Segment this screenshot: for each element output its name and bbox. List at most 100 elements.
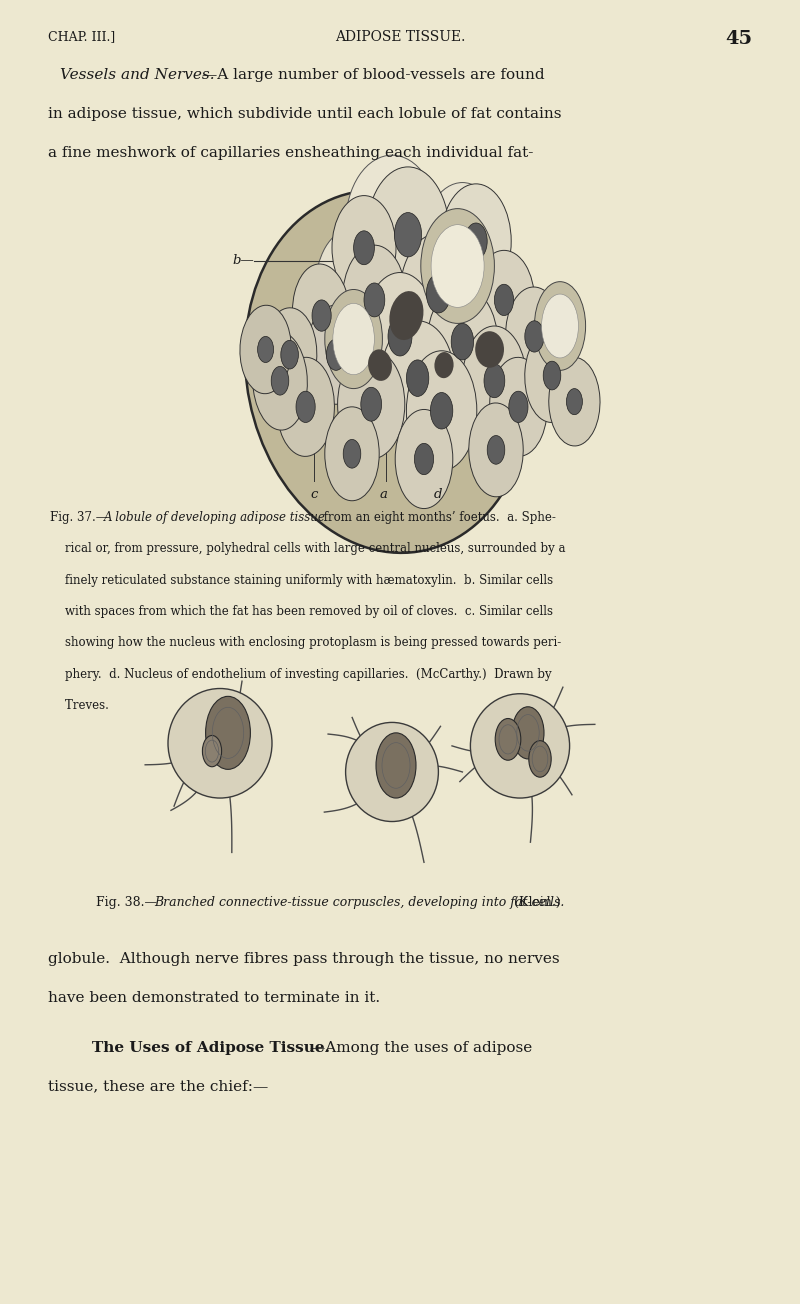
Ellipse shape [368,349,392,381]
Ellipse shape [394,213,422,257]
Ellipse shape [325,289,382,389]
Ellipse shape [325,407,379,501]
Text: a: a [379,488,387,501]
Text: with spaces from which the fat has been removed by oil of cloves.  c. Similar ce: with spaces from which the fat has been … [50,605,553,618]
Ellipse shape [277,357,334,456]
Text: Vessels and Nerves.: Vessels and Nerves. [60,68,214,82]
Ellipse shape [434,352,454,378]
Ellipse shape [271,366,289,395]
Circle shape [202,735,222,767]
Text: 45: 45 [725,30,752,48]
Ellipse shape [240,305,291,394]
Text: CHAP. III.]: CHAP. III.] [48,30,115,43]
Ellipse shape [293,263,350,368]
Ellipse shape [542,295,578,357]
Ellipse shape [253,331,307,430]
Ellipse shape [475,331,504,368]
Ellipse shape [462,326,526,436]
Ellipse shape [366,167,450,303]
Text: from an eight months’ foetus.  a. Sphe-: from an eight months’ foetus. a. Sphe- [320,511,556,524]
Ellipse shape [470,694,570,798]
Ellipse shape [534,282,586,370]
Text: c: c [310,488,318,501]
Ellipse shape [354,231,374,265]
Circle shape [206,696,250,769]
Ellipse shape [306,305,366,404]
Ellipse shape [346,155,438,293]
Ellipse shape [258,336,274,363]
Text: ADIPOSE TISSUE.: ADIPOSE TISSUE. [335,30,465,44]
Text: Fig. 37.—: Fig. 37.— [50,511,107,524]
Ellipse shape [427,287,498,396]
Ellipse shape [406,360,429,396]
Ellipse shape [387,282,429,344]
Text: showing how the nucleus with enclosing protoplasm is being pressed towards peri-: showing how the nucleus with enclosing p… [50,636,561,649]
Text: globule.  Although nerve fibres pass through the tissue, no nerves: globule. Although nerve fibres pass thro… [48,952,560,966]
Ellipse shape [342,245,406,355]
Circle shape [529,741,551,777]
Ellipse shape [426,274,450,313]
Text: —A large number of blood-vessels are found: —A large number of blood-vessels are fou… [202,68,545,82]
Text: b—: b— [232,254,254,267]
Ellipse shape [494,284,514,316]
Ellipse shape [281,340,298,369]
Text: The Uses of Adipose Tissue.: The Uses of Adipose Tissue. [92,1041,330,1055]
Text: tissue, these are the chief:—: tissue, these are the chief:— [48,1080,268,1094]
Ellipse shape [390,291,423,340]
Ellipse shape [333,304,374,374]
Text: in adipose tissue, which subdivide until each lobule of fat contains: in adipose tissue, which subdivide until… [48,107,562,121]
Ellipse shape [312,300,331,331]
Text: A lobule of developing adipose tissue: A lobule of developing adipose tissue [104,511,326,524]
Ellipse shape [388,317,412,356]
Ellipse shape [566,389,582,415]
Ellipse shape [484,364,505,398]
Ellipse shape [338,349,405,459]
Text: Branched connective-tissue corpuscles, developing into fat-cells.: Branched connective-tissue corpuscles, d… [154,896,565,909]
Text: (Klein.): (Klein.) [506,896,561,909]
Ellipse shape [400,233,477,353]
Ellipse shape [525,329,579,422]
Ellipse shape [506,287,563,386]
Ellipse shape [549,357,600,446]
Ellipse shape [296,391,315,422]
Ellipse shape [406,351,477,471]
Ellipse shape [332,196,396,300]
Ellipse shape [430,393,453,429]
Ellipse shape [525,321,544,352]
Ellipse shape [469,403,523,497]
Ellipse shape [361,387,382,421]
Text: Fig. 38.—: Fig. 38.— [96,896,157,909]
Ellipse shape [168,689,272,798]
Circle shape [376,733,416,798]
Text: a fine meshwork of capillaries ensheathing each individual fat-: a fine meshwork of capillaries ensheathi… [48,146,534,160]
Ellipse shape [421,209,494,323]
Ellipse shape [414,443,434,475]
Ellipse shape [465,223,487,259]
Ellipse shape [381,321,454,436]
Text: Treves.: Treves. [50,699,109,712]
Ellipse shape [245,190,531,553]
Text: have been demonstrated to terminate in it.: have been demonstrated to terminate in i… [48,991,380,1005]
Ellipse shape [474,250,534,349]
Circle shape [512,707,544,759]
Ellipse shape [543,361,561,390]
Ellipse shape [422,183,502,308]
Ellipse shape [346,722,438,822]
Ellipse shape [262,308,317,402]
Text: d: d [434,488,442,501]
Ellipse shape [315,230,386,349]
Ellipse shape [362,273,438,400]
Circle shape [495,719,521,760]
Ellipse shape [451,323,474,360]
Ellipse shape [441,184,511,299]
Text: —Among the uses of adipose: —Among the uses of adipose [310,1041,532,1055]
Text: phery.  d. Nucleus of endothelium of investing capillaries.  (McCarthy.)  Drawn : phery. d. Nucleus of endothelium of inve… [50,668,551,681]
Ellipse shape [490,357,547,456]
Text: rical or, from pressure, polyhedral cells with large central nucleus, surrounded: rical or, from pressure, polyhedral cell… [50,542,565,556]
Ellipse shape [328,194,488,327]
Ellipse shape [431,224,484,308]
Text: finely reticulated substance staining uniformly with hæmatoxylin.  b. Similar ce: finely reticulated substance staining un… [50,574,553,587]
Ellipse shape [343,439,361,468]
Ellipse shape [364,283,385,317]
Ellipse shape [326,339,346,370]
